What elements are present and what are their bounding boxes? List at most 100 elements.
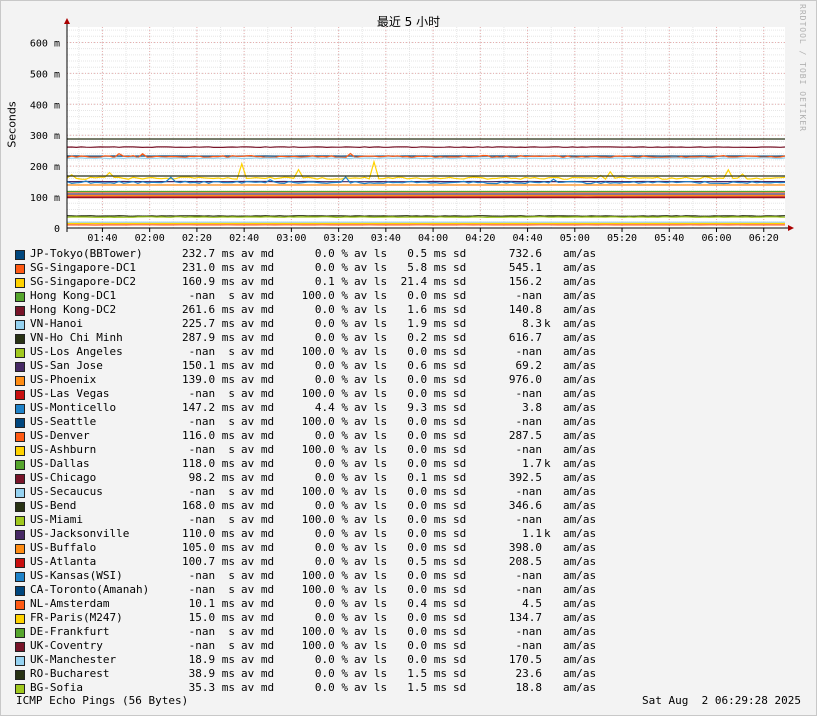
legend-loss: 100.0 %: [301, 485, 348, 498]
legend-amas-unit: am/as: [563, 247, 597, 260]
legend-median-unit: av md: [241, 457, 275, 470]
legend-loss-unit: av ls: [354, 639, 388, 652]
legend-loss: 0.0 %: [314, 499, 348, 512]
legend-sd-unit: sd: [453, 457, 467, 470]
legend-swatch: [15, 460, 25, 470]
legend-sd-unit: sd: [453, 625, 467, 638]
legend-median-unit: av md: [241, 569, 275, 582]
legend-amas-unit: am/as: [563, 359, 597, 372]
legend-sd-unit: sd: [453, 527, 467, 540]
legend-swatch: [15, 334, 25, 344]
legend-sd: 0.0 ms: [407, 639, 447, 652]
legend-series-name: US-Ashburn: [30, 443, 97, 456]
legend-amas-unit: am/as: [563, 681, 597, 694]
legend-loss-unit: av ls: [354, 359, 388, 372]
x-tick-label: 06:00: [701, 233, 731, 244]
legend-amas: 69.2: [515, 359, 543, 372]
legend-sd: 0.5 ms: [407, 247, 447, 260]
series-line: [66, 157, 786, 160]
legend-series-name: US-Buffalo: [30, 541, 97, 554]
legend-loss: 0.0 %: [314, 541, 348, 554]
legend-median: 15.0 ms: [188, 611, 235, 624]
legend-loss: 0.0 %: [314, 555, 348, 568]
legend-swatch: [15, 278, 25, 288]
series-line: [66, 176, 786, 185]
legend-series-name: FR-Paris(M247): [30, 611, 123, 624]
legend-loss: 0.0 %: [314, 597, 348, 610]
legend-median: 110.0 ms: [182, 527, 235, 540]
legend-loss-unit: av ls: [354, 387, 388, 400]
legend-median-unit: av md: [241, 303, 275, 316]
legend-series-name: DE-Frankfurt: [30, 625, 110, 638]
legend-median-unit: av md: [241, 415, 275, 428]
y-tick-label: 300 m: [30, 131, 60, 142]
legend-loss-unit: av ls: [354, 471, 388, 484]
legend-loss: 0.0 %: [314, 667, 348, 680]
legend-median: 118.0 ms: [182, 457, 235, 470]
legend-sd: 9.3 ms: [407, 401, 447, 414]
legend-median: 160.9 ms: [182, 275, 235, 288]
legend-sd: 0.0 ms: [407, 569, 447, 582]
legend-series-name: Hong Kong-DC2: [30, 303, 117, 316]
watermark: RRDTOOL / TOBI OETIKER: [798, 4, 807, 132]
legend-loss: 0.0 %: [314, 261, 348, 274]
legend-median: -nan s: [188, 289, 235, 302]
legend-sd: 0.0 ms: [407, 443, 447, 456]
legend-loss-unit: av ls: [354, 261, 388, 274]
legend-loss-unit: av ls: [354, 569, 388, 582]
legend-sd: 0.0 ms: [407, 485, 447, 498]
legend-swatch: [15, 390, 25, 400]
legend-loss: 0.0 %: [314, 527, 348, 540]
legend-sd-unit: sd: [453, 681, 467, 694]
legend-median: 232.7 ms: [182, 247, 235, 260]
legend-series-name: UK-Coventry: [30, 639, 103, 652]
legend-loss-unit: av ls: [354, 401, 388, 414]
legend-loss: 0.0 %: [314, 471, 348, 484]
legend-swatch: [15, 628, 25, 638]
legend-amas: -nan: [515, 387, 543, 400]
legend-loss-unit: av ls: [354, 373, 388, 386]
legend-sd-unit: sd: [453, 443, 467, 456]
legend-amas-unit: am/as: [563, 555, 597, 568]
legend-amas-unit: am/as: [563, 653, 597, 666]
legend-series-name: VN-Ho Chi Minh: [30, 331, 123, 344]
legend-loss: 0.0 %: [314, 373, 348, 386]
legend-median-unit: av md: [241, 597, 275, 610]
legend-loss-unit: av ls: [354, 625, 388, 638]
legend-loss-unit: av ls: [354, 513, 388, 526]
legend-amas-unit: am/as: [563, 443, 597, 456]
legend-swatch: [15, 376, 25, 386]
legend-sd: 21.4 ms: [400, 275, 447, 288]
legend-sd-unit: sd: [453, 275, 467, 288]
legend-median-unit: av md: [241, 345, 275, 358]
legend-loss-unit: av ls: [354, 541, 388, 554]
legend-loss: 0.0 %: [314, 317, 348, 330]
legend-loss: 100.0 %: [301, 513, 348, 526]
legend-sd-unit: sd: [453, 261, 467, 274]
legend-amas: -nan: [515, 345, 543, 358]
legend-series-name: US-Chicago: [30, 471, 97, 484]
legend-sd-unit: sd: [453, 485, 467, 498]
legend-swatch: [15, 530, 25, 540]
legend-loss: 0.0 %: [314, 429, 348, 442]
legend-swatch: [15, 292, 25, 302]
legend-loss-unit: av ls: [354, 415, 388, 428]
legend-sd-unit: sd: [453, 317, 467, 330]
legend-median-unit: av md: [241, 317, 275, 330]
legend-series-name: US-Secaucus: [30, 485, 103, 498]
legend-median: 18.9 ms: [188, 653, 235, 666]
legend-loss-unit: av ls: [354, 331, 388, 344]
legend-sd-unit: sd: [453, 303, 467, 316]
legend-amas-unit: am/as: [563, 429, 597, 442]
legend-swatch: [15, 474, 25, 484]
legend-series-name: US-Bend: [30, 499, 77, 512]
legend-sd: 0.0 ms: [407, 373, 447, 386]
legend-series-name: US-Seattle: [30, 415, 97, 428]
legend-median-unit: av md: [241, 471, 275, 484]
x-tick-label: 05:00: [560, 233, 590, 244]
legend-median: 35.3 ms: [188, 681, 235, 694]
legend-median-unit: av md: [241, 443, 275, 456]
legend-sd-unit: sd: [453, 289, 467, 302]
legend-amas: 1.1: [522, 527, 542, 540]
legend-swatch: [15, 306, 25, 316]
